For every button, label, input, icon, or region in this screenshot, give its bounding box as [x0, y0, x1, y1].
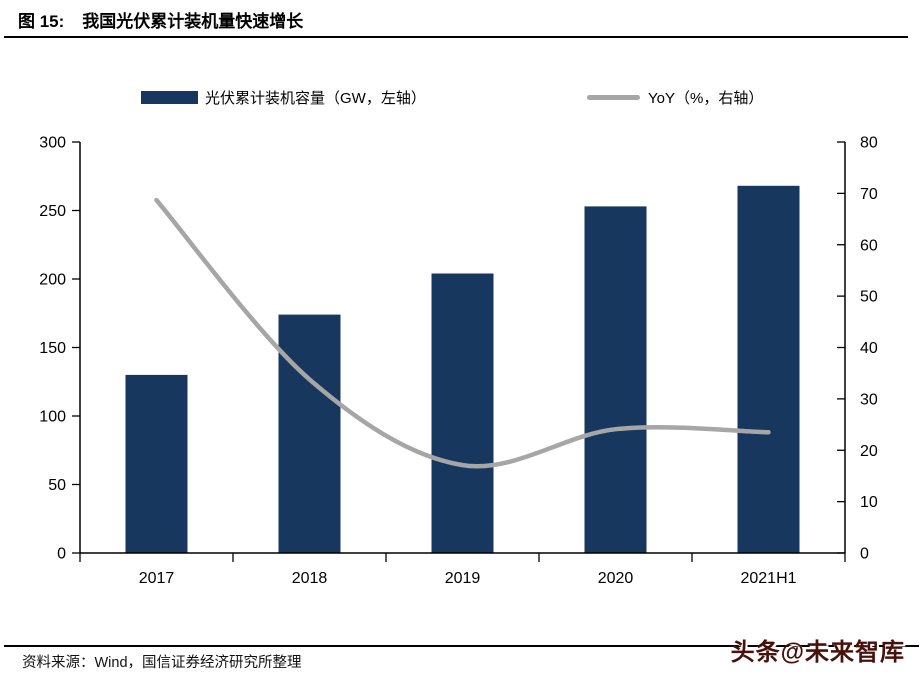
right-tick-label: 10 [860, 494, 878, 511]
yoy-line [154, 197, 771, 469]
left-tick-label: 100 [39, 409, 66, 426]
left-tick-label: 50 [48, 477, 66, 494]
right-tick-label: 50 [860, 289, 878, 306]
x-category-label: 2019 [445, 570, 481, 587]
figure-title-text: 我国光伏累计装机量快速增长 [82, 12, 304, 31]
legend-item-capacity: 光伏累计装机容量（GW，左轴） [141, 84, 426, 110]
right-tick-label: 60 [860, 237, 878, 254]
right-tick-label: 80 [860, 135, 878, 152]
right-tick-label: 30 [860, 391, 878, 408]
x-category-label: 2017 [139, 570, 175, 587]
bar-2018 [278, 314, 341, 553]
bar-2019 [431, 273, 494, 553]
right-tick-label: 40 [860, 340, 878, 357]
title-divider [4, 36, 908, 38]
left-tick-label: 200 [39, 272, 66, 289]
legend-label-capacity: 光伏累计装机容量（GW，左轴） [205, 89, 426, 107]
bar-line-chart: 0 50 100 150 200 250 300 0 10 20 30 40 50 60 70 80 2017 2… [39, 135, 878, 588]
legend-label-yoy: YoY（%，右轴） [648, 89, 764, 107]
x-category-label: 2018 [292, 570, 328, 587]
figure-number: 图 15: [18, 12, 65, 31]
bar-2020 [584, 206, 647, 553]
bar-2021H1 [737, 185, 800, 554]
watermark-text: 头条@未来智库 [730, 639, 905, 666]
source-note: 资料来源：Wind，国信证券经济研究所整理 [22, 655, 302, 671]
line-swatch-icon [587, 94, 640, 100]
bar-2017 [125, 374, 188, 553]
x-category-label: 2021H1 [740, 570, 796, 587]
x-category-label: 2020 [598, 570, 634, 587]
left-tick-label: 0 [57, 546, 66, 563]
left-tick-label: 300 [39, 135, 66, 152]
right-tick-label: 70 [860, 186, 878, 203]
footer-divider [4, 645, 919, 647]
right-tick-label: 0 [860, 546, 869, 563]
right-tick-label: 20 [860, 443, 878, 460]
legend-item-yoy: YoY（%，右轴） [587, 84, 763, 110]
left-tick-label: 250 [39, 203, 66, 220]
bar-swatch-icon [141, 90, 198, 104]
left-tick-label: 150 [39, 340, 66, 357]
figure-title: 图 15: 我国光伏累计装机量快速增长 [18, 7, 303, 32]
